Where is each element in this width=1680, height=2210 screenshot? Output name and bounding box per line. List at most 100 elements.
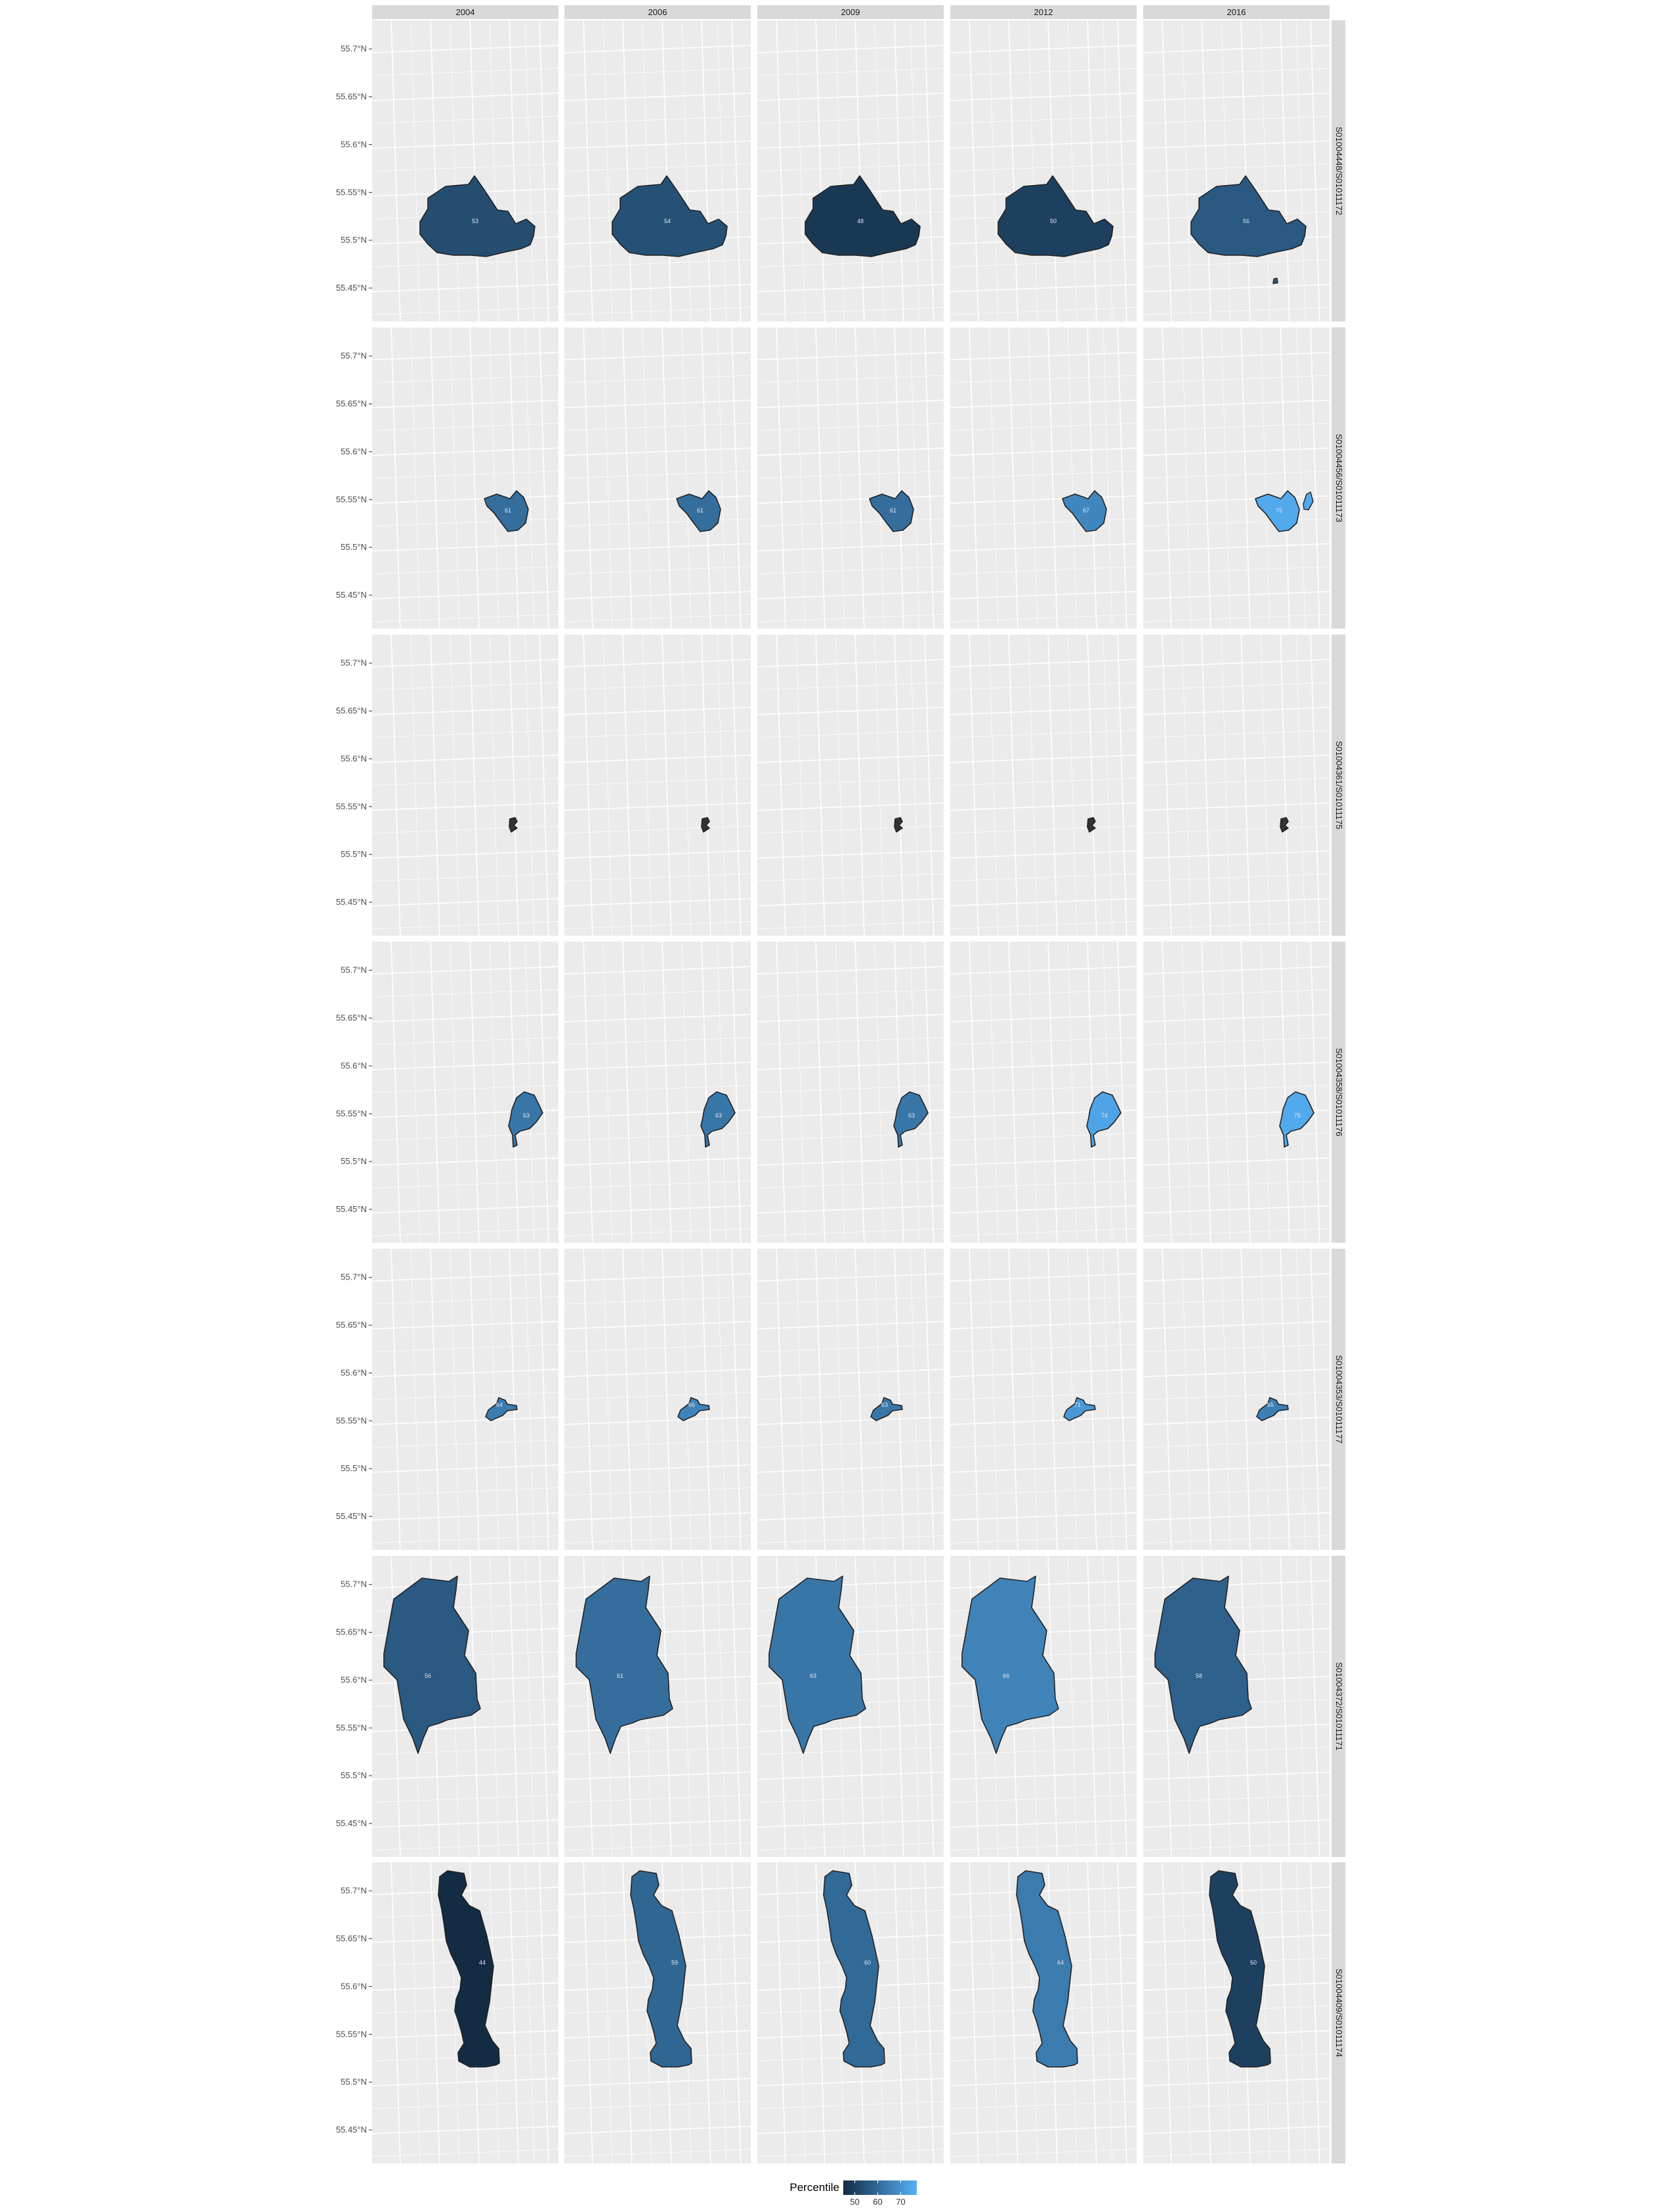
region-value-label: 61 [617,1673,623,1679]
grid-line-minor [564,163,751,172]
region-value-label: 60 [864,1959,871,1966]
region-polygon [1063,1397,1096,1421]
grid-line-minor [910,327,920,629]
grid-line-minor [564,1296,751,1304]
grid-line [854,20,865,322]
region-polygon [894,817,903,833]
grid-line-minor [372,682,558,690]
grid-line-minor [372,1228,558,1236]
grid-line [564,352,751,361]
grid-line-minor [642,635,652,936]
grid-line [1280,20,1290,322]
region-polygon [1280,817,1289,833]
grid-line-minor [681,327,692,629]
grid-line [509,1249,519,1550]
panel-background [757,635,944,936]
grid-line [583,635,593,936]
region-value-label: 61 [697,507,704,514]
grid-line [509,1556,519,1857]
y-tick-label: 55.55°N [336,494,367,504]
grid-line-minor [1143,423,1330,431]
grid-line-minor [717,942,727,1243]
grid-line-minor [950,682,1137,690]
region-polygon [576,1575,673,1754]
grid-line-minor [757,1440,944,1448]
grid-line-minor [988,327,999,629]
region-polygon [630,1870,692,2068]
grid-line-minor [372,518,558,527]
grid-line-minor [1028,327,1038,629]
grid-line-minor [372,1344,558,1352]
y-tick-label: 55.7°N [341,44,367,54]
panel-background [564,635,751,936]
region-polygon [1255,490,1300,532]
panel-background [1143,942,1330,1243]
grid-line [950,1887,1137,1896]
grid-line-minor [602,1249,613,1550]
grid-line [509,635,519,936]
y-tick-label: 55.65°N [336,92,367,102]
facet-panel: 64 [950,1862,1137,2163]
region-value-label: 63 [810,1673,816,1679]
grid-line-minor [1143,1747,1330,1755]
grid-line-minor [988,1862,999,2163]
grid-line-minor [757,1747,944,1755]
column-strip-label: 2016 [1227,7,1246,17]
panel-background [564,942,751,1243]
grid-line-minor [524,20,535,322]
y-tick-label: 55.7°N [341,1579,367,1589]
grid-line [1143,659,1330,668]
grid-line-minor [910,942,920,1243]
grid-line-minor [1143,163,1330,172]
grid-line [564,802,751,811]
grid-line [564,966,751,975]
y-tick-label: 55.55°N [336,801,367,811]
grid-line-minor [1221,635,1231,936]
grid-line [1117,942,1127,1243]
facet-panel: 61 [372,327,558,629]
facet-panel: 67 [950,327,1137,629]
grid-line [1310,942,1320,1243]
grid-line-minor [564,2149,751,2157]
grid-line [854,942,865,1243]
grid-line [1143,495,1330,504]
grid-line-minor [1067,942,1078,1243]
grid-line [757,1887,944,1896]
grid-line-minor [564,989,751,997]
grid-line-minor [757,307,944,315]
facet-panel: 61 [757,327,944,629]
grid-line-minor [1181,1249,1192,1550]
panel-background [1143,1249,1330,1550]
grid-line [950,1580,1137,1589]
grid-line [1087,635,1097,936]
grid-line-minor [874,20,885,322]
grid-line [1047,20,1058,322]
panel-background [372,20,558,322]
legend-tick-label: 50 [850,2197,859,2207]
grid-line [1047,1249,1058,1550]
facet-panel: 54 [564,20,751,322]
grid-line-minor [1102,942,1113,1243]
grid-line [924,20,934,322]
y-tick-label: 55.65°N [336,399,367,409]
grid-line-minor [1221,327,1231,629]
grid-line-minor [489,327,499,629]
grid-line [662,1249,672,1550]
grid-line [564,1014,751,1022]
y-tick-label: 55.6°N [341,753,367,763]
grid-line [1280,1249,1290,1550]
grid-line-minor [372,115,558,124]
grid-line [372,140,558,149]
grid-line-minor [372,778,558,786]
grid-line-minor [1102,327,1113,629]
grid-line-minor [410,327,421,629]
row-strip-label: S01004358/S01011176 [1334,1048,1344,1136]
grid-line [924,942,934,1243]
grid-line-minor [795,20,806,322]
region-polygon [893,1091,929,1148]
grid-line-minor [950,1392,1137,1400]
region-polygon [509,817,518,833]
region-polygon [676,490,721,532]
grid-line-minor [950,1535,1137,1543]
grid-line-minor [988,635,999,936]
